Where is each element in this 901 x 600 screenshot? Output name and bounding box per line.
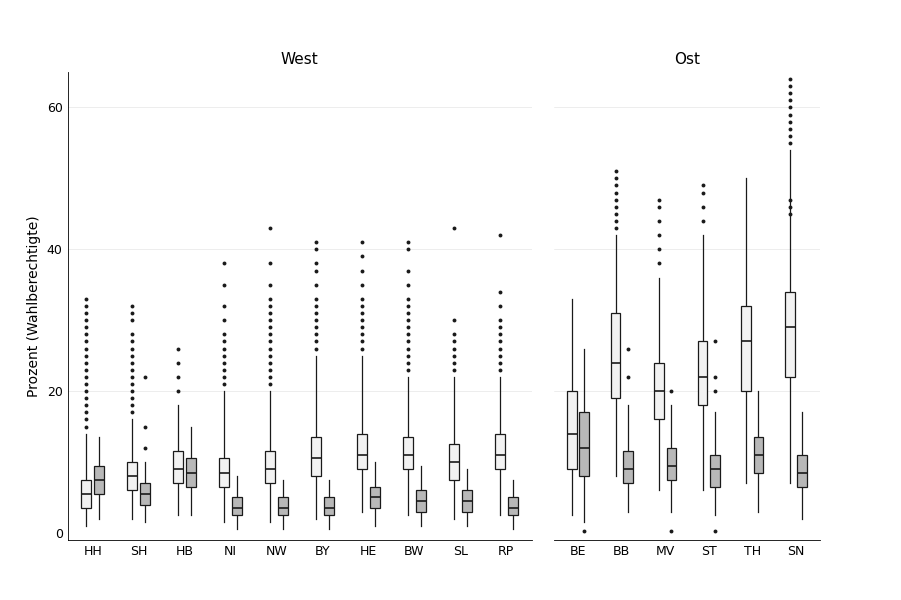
Bar [265,451,275,483]
Bar [324,497,334,515]
Bar [311,437,321,476]
Bar [219,458,229,487]
Bar [141,483,150,505]
Bar [232,497,242,515]
Bar [403,437,413,469]
Bar [357,434,367,469]
Y-axis label: Prozent (Wahlberechtigte): Prozent (Wahlberechtigte) [27,215,41,397]
Bar [623,451,633,483]
Bar [579,412,589,476]
Bar [278,497,288,515]
Bar [187,458,196,487]
Title: West: West [281,52,318,67]
Bar [127,462,138,490]
Bar [95,466,105,494]
Bar [449,444,459,480]
Bar [742,306,751,391]
Bar [507,497,518,515]
Bar [654,363,664,419]
Bar [710,455,720,487]
Bar [370,487,380,508]
Title: Ost: Ost [674,52,700,67]
Bar [753,437,763,473]
Bar [461,490,472,512]
Bar [797,455,806,487]
Bar [495,434,505,469]
Bar [416,490,426,512]
Bar [568,391,577,469]
Bar [667,448,676,480]
Bar [173,451,183,483]
Bar [81,480,92,508]
Bar [698,341,707,405]
Bar [785,292,795,377]
Bar [611,313,621,398]
